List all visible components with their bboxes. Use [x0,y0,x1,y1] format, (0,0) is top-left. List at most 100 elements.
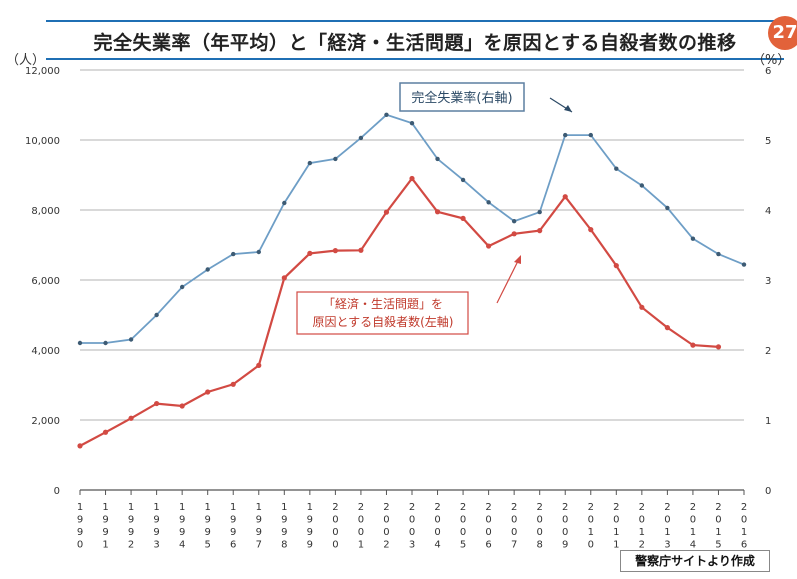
chart-grid [80,69,744,491]
unemployment-point [690,236,696,241]
right-axis-unit: （%） [752,53,790,68]
unemployment-point [77,340,83,346]
suicides-point [332,248,338,254]
suicides-point [434,209,441,215]
series-layer [77,112,747,449]
suicides-arrow [496,256,521,304]
suicides-label-line1: 「経済・生活問題」を [323,296,443,311]
suicides-point [230,381,236,387]
unemployment-point [716,251,721,257]
right-tick-label: 2 [765,346,771,357]
source-note: 警察庁サイトより作成 [620,550,770,572]
suicides-point [77,443,83,449]
unemployment-point [486,200,491,205]
unemployment-point [256,249,261,255]
suicides-point [588,227,594,233]
suicides-point [715,344,722,350]
unemployment-label: 完全失業率(右軸) [411,90,512,106]
left-tick-label: 12,000 [25,66,60,77]
unemployment-label-box [399,82,525,112]
suicides-point [537,228,543,234]
suicides-point [128,415,134,421]
suicides-point [281,275,287,281]
unemployment-point [205,267,210,272]
right-tick-label: 6 [765,66,771,77]
left-tick-label: 2,000 [31,416,60,427]
unemployment-point [665,205,670,211]
unemployment-point [435,156,440,162]
suicides-point [664,325,670,331]
title-bar: 完全失業率（年平均）と「経済・生活問題」を原因とする自殺者数の推移 [46,20,784,60]
suicides-arrowhead [514,255,521,264]
suicides-point [562,194,568,200]
suicides-point [179,403,185,409]
suicides-point [383,209,390,215]
x-axis: 1 9 9 0 1 9 9 1 1 9 9 2 1 9 9 3 1 9 9 4 1 9 9 5 1 9 9 6 1 9 9 7 1 9 9 8 1 9 9 9… [77,490,747,551]
unemployment-point [282,200,287,206]
unemployment-point [741,262,747,267]
right-tick-label: 0 [765,486,771,497]
unemployment-point [639,183,645,188]
suicides-label-line2: 原因とする自殺者数(左軸) [312,314,453,329]
left-tick-label: 4,000 [31,346,60,357]
left-axis: 0 2,000 4,000 6,000 8,000 10,000 12,000（人） [6,53,60,497]
suicides-point [358,247,364,253]
suicides-point [154,400,160,407]
unemployment-point [128,337,134,342]
suicides-point [486,243,492,249]
left-axis-unit: （人） [6,53,45,68]
left-tick-label: 8,000 [31,206,60,217]
suicides-label-box [296,291,469,335]
suicides-point [511,231,517,237]
unemployment-point [179,284,185,290]
unemployment-point [409,121,415,126]
unemployment-point [154,312,159,318]
unemployment-point [588,132,593,138]
suicides-point [409,175,415,182]
left-tick-label: 6,000 [31,276,60,287]
unemployment-point [384,112,389,118]
suicides-point [460,215,466,221]
left-tick-label: 0 [54,486,60,497]
annotations: 完全失業率(右軸) 「経済・生活問題」を原因とする自殺者数(左軸) [296,82,573,335]
unemployment-point [537,209,542,215]
unemployment-arrowhead [564,105,572,112]
right-axis: 0 1 2 3 4 5 6（%） [752,53,790,497]
unemployment-point [358,135,364,141]
unemployment-point [231,251,236,257]
suicides-line [79,176,719,447]
right-tick-label: 4 [765,206,771,217]
unemployment-point [103,340,108,346]
suicides-point [205,389,211,395]
right-tick-label: 3 [765,276,771,287]
right-tick-label: 1 [765,416,771,427]
unemployment-point [614,166,619,171]
right-tick-label: 5 [765,136,771,147]
suicides-point [690,342,696,348]
unemployment-point [563,132,568,138]
unemployment-point [333,156,338,162]
suicides-point [256,362,262,368]
